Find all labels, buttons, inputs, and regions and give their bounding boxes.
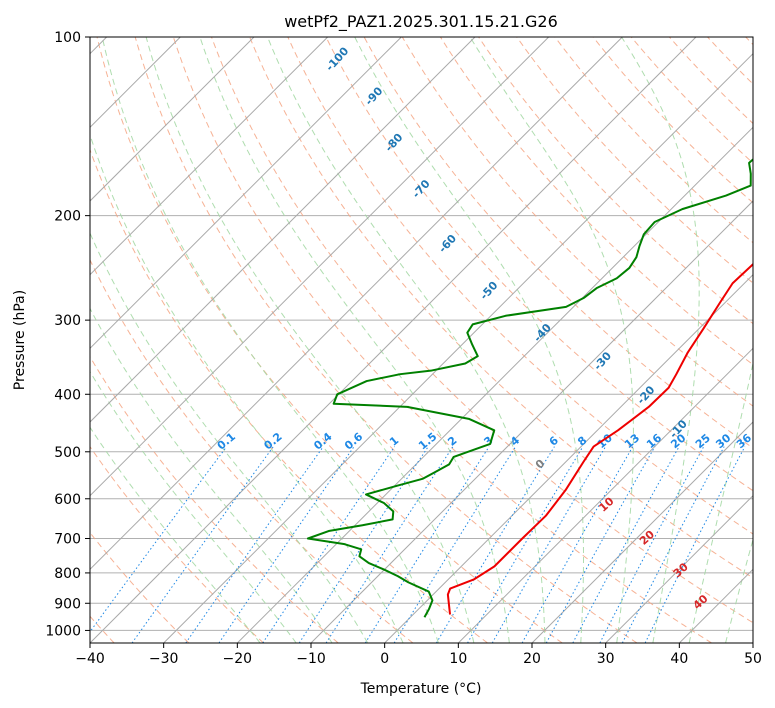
- isotherm: [90, 37, 623, 571]
- y-tick-label: 800: [54, 566, 81, 582]
- isotherms: [90, 37, 753, 643]
- moist-adiabat: [90, 307, 333, 643]
- dry-adiabat: [90, 258, 414, 643]
- moist-adiabat: [90, 426, 261, 643]
- isotherm: [163, 52, 753, 643]
- dry-adiabat: [325, 37, 753, 492]
- y-tick-label: 100: [54, 30, 81, 46]
- moist-adiabat: [101, 37, 439, 643]
- moist-adiabat: [90, 370, 297, 643]
- x-axis-ticks: −40 −30 −20 −10 0 10 20 30 40 50: [75, 643, 762, 667]
- y-tick-label: 700: [54, 532, 81, 548]
- moist-adiabat: [725, 537, 753, 643]
- profile-series: [306, 158, 753, 618]
- dry-adiabat: [96, 37, 563, 643]
- x-tick-label: 40: [670, 651, 688, 667]
- isotherm: [90, 37, 697, 643]
- mixing-ratio-lines: [90, 446, 746, 643]
- y-tick-label: 500: [54, 445, 81, 461]
- x-tick-label: −20: [223, 651, 253, 667]
- moist-adiabat: [267, 37, 546, 643]
- moist-adiabats: [90, 37, 753, 643]
- moist-adiabat: [199, 37, 510, 643]
- dry-adiabat: [90, 148, 488, 643]
- dry-adiabat: [439, 37, 753, 366]
- isotherm: [90, 37, 329, 276]
- moist-adiabat: [145, 37, 475, 643]
- mixing-ratio-line: [325, 446, 454, 643]
- mixing-ratio-line: [364, 446, 490, 643]
- dry-adiabat: [249, 37, 753, 579]
- dry-adiabat: [210, 37, 753, 624]
- y-tick-label: 200: [54, 209, 81, 225]
- y-tick-label: 300: [54, 313, 81, 329]
- isotherm: [90, 37, 550, 497]
- isotherm: [605, 494, 753, 643]
- x-tick-label: 20: [523, 651, 541, 667]
- dry-adiabat: [172, 37, 712, 643]
- dry-adiabat: [134, 37, 638, 643]
- temperature-profile-line: [446, 262, 753, 615]
- x-tick-label: −10: [296, 651, 326, 667]
- mixing-ratio-line: [131, 446, 274, 643]
- isotherm: [384, 273, 753, 643]
- isotherm: [457, 347, 753, 643]
- dry-adiabat: [90, 355, 339, 643]
- moist-adiabat: [90, 133, 404, 643]
- chart-title: wetPf2_PAZ1.2025.301.15.21.G26: [284, 12, 558, 32]
- x-tick-label: −30: [149, 651, 179, 667]
- dewpoint-profile-line: [306, 158, 753, 618]
- isotherm: [90, 37, 476, 423]
- dry-adiabat: [363, 37, 753, 449]
- isotherm: [90, 37, 255, 202]
- dry-adiabat: [90, 445, 264, 643]
- plot-area: 0.1 0.2 0.4 0.6 1 1.5 2 3 4 6 8 10 13 16 20 25 30 36-100-…: [90, 37, 754, 643]
- mixing-ratio-line: [393, 446, 517, 643]
- mixing-ratio-line: [435, 446, 555, 643]
- plot-frame: [89, 36, 754, 644]
- isotherm: [531, 421, 753, 643]
- x-tick-label: −40: [75, 651, 105, 667]
- moist-adiabat: [354, 37, 585, 643]
- mixing-ratio-line: [185, 446, 324, 643]
- x-tick-label: 30: [597, 651, 615, 667]
- dry-adiabat: [287, 37, 753, 535]
- y-axis-label: Pressure (hPa): [12, 290, 28, 390]
- moist-adiabat: [90, 231, 369, 643]
- y-tick-label: 1000: [45, 623, 81, 639]
- mixing-ratio-line: [644, 446, 746, 643]
- mixing-ratio-line: [298, 446, 429, 643]
- pressure-gridlines: [90, 37, 753, 631]
- isotherm: [236, 126, 753, 643]
- moist-adiabat: [469, 37, 634, 643]
- dry-adiabats: [90, 37, 753, 643]
- mixing-ratio-line: [218, 446, 355, 643]
- y-tick-label: 600: [54, 492, 81, 508]
- x-axis-label: Temperature (°C): [360, 681, 482, 697]
- isotherm: [310, 200, 753, 643]
- x-tick-label: 10: [449, 651, 467, 667]
- y-tick-label: 900: [54, 596, 81, 612]
- isotherm: [90, 37, 402, 350]
- mixing-ratio-line: [467, 446, 584, 643]
- mixing-ratio-line: [90, 446, 228, 633]
- mixing-ratio-line: [545, 446, 656, 643]
- moist-adiabat: [688, 361, 753, 643]
- dry-adiabat: [401, 37, 753, 407]
- y-tick-label: 400: [54, 387, 81, 403]
- x-tick-label: 0: [380, 651, 389, 667]
- moist-adiabat: [621, 37, 700, 643]
- y-axis-ticks: 100 200 300 400 500 600 700 800 900 1000: [45, 30, 90, 639]
- mixing-ratio-label: 36: [734, 431, 754, 451]
- x-tick-label: 50: [744, 651, 762, 667]
- mixing-ratio-line: [262, 446, 395, 643]
